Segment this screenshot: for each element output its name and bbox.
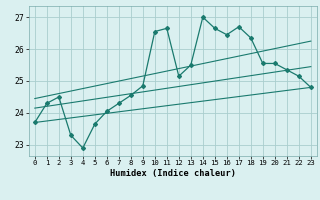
X-axis label: Humidex (Indice chaleur): Humidex (Indice chaleur) [110, 169, 236, 178]
